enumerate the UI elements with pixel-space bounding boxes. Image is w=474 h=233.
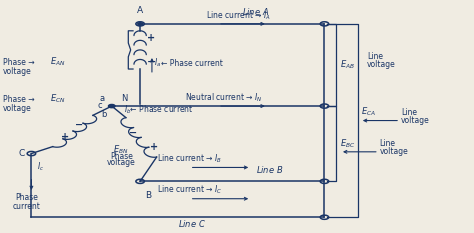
Text: Phase: Phase bbox=[15, 193, 38, 202]
Text: c: c bbox=[98, 101, 102, 110]
Text: Phase →: Phase → bbox=[3, 58, 35, 67]
Text: $E_{AB}$: $E_{AB}$ bbox=[340, 59, 355, 71]
Circle shape bbox=[138, 23, 143, 25]
Text: Line $B$: Line $B$ bbox=[256, 164, 284, 175]
Text: −: − bbox=[75, 120, 83, 130]
Text: Line current → $I_B$: Line current → $I_B$ bbox=[156, 153, 222, 165]
Text: voltage: voltage bbox=[401, 116, 430, 125]
Text: Line current → $I_A$: Line current → $I_A$ bbox=[206, 9, 271, 22]
Text: $I_a$: $I_a$ bbox=[155, 57, 162, 69]
Text: Neutral current → $I_N$: Neutral current → $I_N$ bbox=[185, 91, 263, 104]
Text: N: N bbox=[121, 94, 128, 103]
Text: Line: Line bbox=[401, 108, 417, 117]
Text: $I_c$: $I_c$ bbox=[37, 161, 45, 173]
Text: +: + bbox=[61, 132, 69, 142]
Text: voltage: voltage bbox=[3, 67, 32, 76]
Text: B: B bbox=[145, 191, 151, 200]
Text: a: a bbox=[100, 94, 105, 103]
Text: current: current bbox=[13, 202, 41, 211]
Text: voltage: voltage bbox=[3, 104, 32, 113]
Text: ← Phase current: ← Phase current bbox=[161, 59, 223, 68]
Text: +: + bbox=[147, 33, 155, 43]
Text: −: − bbox=[147, 57, 156, 67]
Text: −: − bbox=[129, 128, 137, 138]
Text: $E_{AN}$: $E_{AN}$ bbox=[50, 56, 66, 68]
Text: Phase: Phase bbox=[110, 152, 133, 161]
Text: $E_{CN}$: $E_{CN}$ bbox=[50, 93, 66, 105]
Text: C: C bbox=[18, 149, 24, 158]
Text: voltage: voltage bbox=[380, 147, 409, 156]
Text: Line $C$: Line $C$ bbox=[178, 218, 206, 229]
Text: Line current → $I_C$: Line current → $I_C$ bbox=[156, 184, 222, 196]
Text: Line $A$: Line $A$ bbox=[242, 6, 270, 17]
Text: A: A bbox=[137, 6, 143, 15]
Circle shape bbox=[109, 104, 115, 108]
Text: +: + bbox=[150, 142, 158, 152]
Text: b: b bbox=[101, 110, 107, 119]
Text: Phase →: Phase → bbox=[3, 95, 35, 104]
Text: Line: Line bbox=[380, 139, 396, 148]
Text: voltage: voltage bbox=[367, 60, 396, 69]
Text: $I_b$← Phase current: $I_b$← Phase current bbox=[124, 104, 193, 116]
Text: $E_{BC}$: $E_{BC}$ bbox=[340, 137, 356, 150]
Text: voltage: voltage bbox=[107, 158, 136, 167]
Text: $E_{CA}$: $E_{CA}$ bbox=[361, 105, 376, 117]
Text: Line: Line bbox=[367, 52, 383, 61]
Text: $E_{BN}$: $E_{BN}$ bbox=[113, 143, 129, 156]
